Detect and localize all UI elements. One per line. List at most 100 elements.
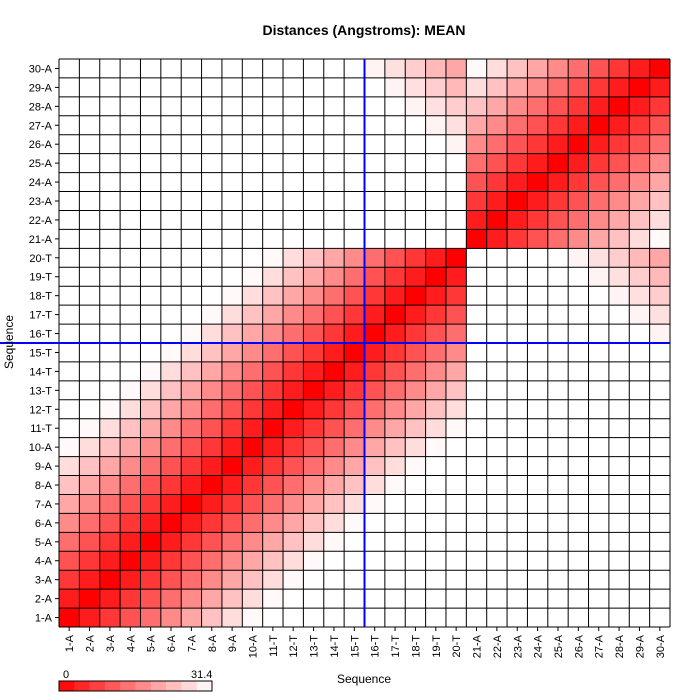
x-tick-label: 20-T (451, 635, 463, 658)
heatmap-cell (79, 153, 101, 173)
heatmap-cell (303, 589, 325, 609)
heatmap-cell (303, 608, 325, 628)
heatmap-cell (99, 418, 121, 439)
heatmap-cell (364, 608, 386, 628)
heatmap-cell (120, 77, 141, 98)
heatmap-cell (59, 361, 80, 382)
heatmap-cell (568, 589, 589, 609)
heatmap-cell (120, 191, 141, 211)
heatmap-cell (303, 96, 325, 117)
heatmap-cell (384, 608, 406, 628)
heatmap-cell (364, 248, 386, 268)
heatmap-cell (405, 399, 426, 420)
heatmap-cell (629, 96, 651, 117)
heatmap-cell (283, 59, 304, 79)
heatmap-cell (120, 589, 141, 609)
heatmap-cell (344, 115, 365, 136)
heatmap-cell (242, 551, 264, 571)
heatmap-cell (629, 589, 651, 609)
heatmap-cell (588, 456, 610, 476)
heatmap-cell (629, 551, 651, 571)
x-tick-label: 17-T (390, 635, 402, 658)
heatmap-cell (283, 210, 304, 230)
heatmap-cell (364, 59, 386, 79)
heatmap-cell (221, 399, 243, 420)
heatmap-cell (242, 229, 264, 249)
heatmap-cell (344, 399, 365, 420)
heatmap-cell (79, 324, 101, 344)
heatmap-cell (201, 286, 223, 306)
heatmap-cell (303, 59, 325, 79)
heatmap-cell (445, 551, 467, 571)
heatmap-cell (79, 608, 101, 628)
heatmap-cell (384, 305, 406, 325)
heatmap-cell (323, 456, 345, 476)
x-tick-label: 5-A (146, 634, 158, 652)
heatmap-cell (425, 305, 447, 325)
heatmap-cell (344, 267, 365, 287)
heatmap-cell (79, 267, 101, 287)
heatmap-cell (588, 513, 610, 533)
heatmap-cell (283, 248, 304, 268)
heatmap-cell (221, 361, 243, 382)
heatmap-cell (323, 96, 345, 117)
heatmap-cell (160, 551, 182, 571)
heatmap-cell (384, 513, 406, 533)
y-tick-label: 21-A (29, 234, 53, 246)
heatmap-cell (323, 172, 345, 192)
heatmap-cell (364, 343, 386, 363)
heatmap-cell (466, 77, 488, 98)
heatmap-cell (588, 134, 610, 155)
heatmap-cell (527, 494, 549, 514)
heatmap-cell (262, 551, 284, 571)
heatmap-cell (608, 267, 630, 287)
heatmap-cell (507, 134, 528, 155)
heatmap-cell (507, 267, 528, 287)
y-tick-label: 4-A (35, 556, 53, 568)
heatmap-cell (547, 570, 569, 590)
heatmap-cell (242, 191, 264, 211)
heatmap-cell (445, 343, 467, 363)
x-tick-label: 11-T (268, 635, 280, 657)
x-axis-title: Sequence (337, 672, 391, 686)
heatmap-cell (568, 210, 589, 230)
x-tick-label: 22-A (492, 634, 504, 658)
heatmap-cell (160, 418, 182, 439)
heatmap-cell (466, 475, 488, 495)
heatmap-cell (99, 153, 121, 173)
heatmap-cell (181, 437, 202, 457)
heatmap-cell (160, 494, 182, 514)
heatmap-cell (160, 305, 182, 325)
heatmap-cell (588, 589, 610, 609)
heatmap-cell (527, 267, 549, 287)
heatmap-cell (588, 153, 610, 173)
heatmap-cell (99, 248, 121, 268)
x-tick-label: 2-A (85, 634, 97, 652)
heatmap-cell (384, 229, 406, 249)
heatmap-cell (547, 380, 569, 401)
heatmap-cell (425, 210, 447, 230)
heatmap-cell (588, 570, 610, 590)
heatmap-cell (629, 59, 651, 79)
heatmap-cell (364, 589, 386, 609)
heatmap-cell (283, 153, 304, 173)
heatmap-cell (120, 494, 141, 514)
heatmap-cell (445, 96, 467, 117)
heatmap-cell (527, 570, 549, 590)
heatmap-cell (59, 324, 80, 344)
heatmap-cell (405, 96, 426, 117)
x-tick-label: 6-A (166, 634, 178, 652)
heatmap-cell (507, 172, 528, 192)
heatmap-cell (181, 589, 202, 609)
heatmap-cell (527, 589, 549, 609)
heatmap-cell (221, 286, 243, 306)
heatmap-cell (364, 437, 386, 457)
y-tick-label: 1-A (35, 613, 53, 625)
heatmap-cell (486, 361, 508, 382)
heatmap-cell (221, 115, 243, 136)
heatmap-cell (384, 134, 406, 155)
heatmap-cell (588, 494, 610, 514)
heatmap-cell (323, 589, 345, 609)
heatmap-cell (120, 96, 141, 117)
heatmap-cell (486, 59, 508, 79)
